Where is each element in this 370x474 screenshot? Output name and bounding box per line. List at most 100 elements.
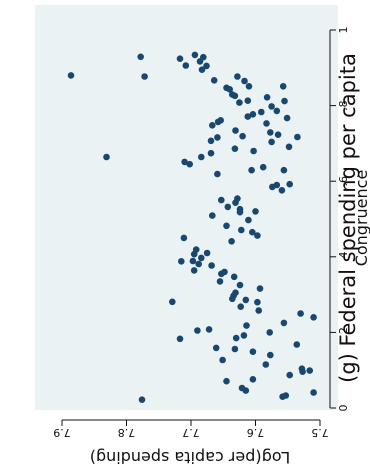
data-point xyxy=(283,114,291,122)
data-point xyxy=(245,83,253,90)
data-point xyxy=(263,120,270,127)
data-point xyxy=(285,143,293,151)
data-point xyxy=(141,73,148,80)
x-axis-label: Congruence xyxy=(352,170,370,267)
data-point xyxy=(256,285,264,292)
data-point xyxy=(310,389,317,396)
data-point xyxy=(178,258,185,265)
data-point xyxy=(214,134,221,141)
data-point xyxy=(254,232,261,239)
data-point xyxy=(208,262,215,269)
data-point xyxy=(229,295,236,303)
data-point xyxy=(241,77,248,85)
data-point xyxy=(310,314,317,321)
data-point xyxy=(219,356,226,364)
data-point xyxy=(249,228,256,236)
data-point xyxy=(190,267,198,274)
data-point xyxy=(240,332,248,339)
data-point xyxy=(195,260,202,268)
data-point xyxy=(236,281,244,289)
data-point xyxy=(243,322,250,329)
data-point xyxy=(67,72,75,79)
data-point xyxy=(228,238,235,245)
data-point xyxy=(249,348,257,356)
data-point xyxy=(254,298,261,306)
data-point xyxy=(293,341,301,348)
data-point xyxy=(248,166,255,174)
data-point xyxy=(186,160,193,168)
data-point xyxy=(267,351,274,359)
data-point xyxy=(273,107,281,115)
data-point xyxy=(231,145,239,152)
y-tick-label: 7.8 xyxy=(118,426,136,439)
y-tick-label: 7.5 xyxy=(311,426,329,439)
data-point xyxy=(236,99,243,106)
x-tick-label: .2 xyxy=(337,327,350,338)
data-point xyxy=(268,138,275,146)
data-point xyxy=(279,83,287,90)
y-axis-label: Log(per capita spending) xyxy=(90,448,290,467)
data-point xyxy=(242,387,250,394)
data-point xyxy=(209,212,216,219)
data-point xyxy=(274,131,282,138)
data-point xyxy=(237,303,244,311)
data-point xyxy=(232,127,239,134)
data-point xyxy=(259,163,267,171)
data-point xyxy=(176,335,184,343)
data-point xyxy=(267,129,274,136)
data-point xyxy=(242,296,250,304)
data-point xyxy=(176,55,184,62)
data-point xyxy=(194,327,201,334)
data-point xyxy=(234,73,241,80)
data-point xyxy=(281,97,288,105)
data-point xyxy=(182,62,190,69)
x-tick-label: 1 xyxy=(337,27,350,34)
data-point xyxy=(137,53,144,61)
y-tick-label: 7.9 xyxy=(53,426,71,439)
data-point xyxy=(218,270,225,278)
data-point xyxy=(280,319,288,327)
data-point xyxy=(297,310,304,317)
data-point xyxy=(244,113,252,120)
x-tick-label: 0 xyxy=(337,405,350,412)
data-point xyxy=(286,180,294,188)
data-point xyxy=(214,170,221,178)
data-point xyxy=(244,97,252,104)
data-point xyxy=(280,166,288,174)
data-point xyxy=(250,147,257,155)
data-point xyxy=(205,326,213,333)
data-point xyxy=(189,257,197,265)
chart-title: (g) Federal spending per capita xyxy=(336,53,360,383)
data-point xyxy=(294,133,301,141)
data-point xyxy=(255,307,262,314)
data-point xyxy=(223,377,230,385)
data-point xyxy=(181,158,188,166)
data-point xyxy=(203,249,211,257)
y-tick-label: 7.6 xyxy=(247,426,265,439)
data-point xyxy=(210,77,218,84)
data-point xyxy=(306,367,314,374)
data-point xyxy=(249,376,257,383)
data-point xyxy=(191,51,199,59)
data-point xyxy=(207,137,215,145)
data-point xyxy=(209,122,216,129)
data-point xyxy=(198,153,205,161)
data-point xyxy=(231,92,239,100)
data-point xyxy=(245,216,252,224)
data-point xyxy=(169,298,176,306)
data-point xyxy=(239,132,246,140)
data-point xyxy=(266,329,274,336)
data-point xyxy=(269,183,276,191)
data-point xyxy=(286,371,294,379)
plot-background xyxy=(35,5,338,410)
x-tick-label: .6 xyxy=(337,176,350,187)
data-point xyxy=(207,149,215,157)
data-point xyxy=(230,273,238,281)
data-point xyxy=(299,368,306,376)
data-point xyxy=(200,53,207,61)
data-point xyxy=(216,278,224,285)
data-point xyxy=(223,222,230,230)
data-point xyxy=(198,66,206,73)
y-tick-label: 7.7 xyxy=(182,426,200,439)
